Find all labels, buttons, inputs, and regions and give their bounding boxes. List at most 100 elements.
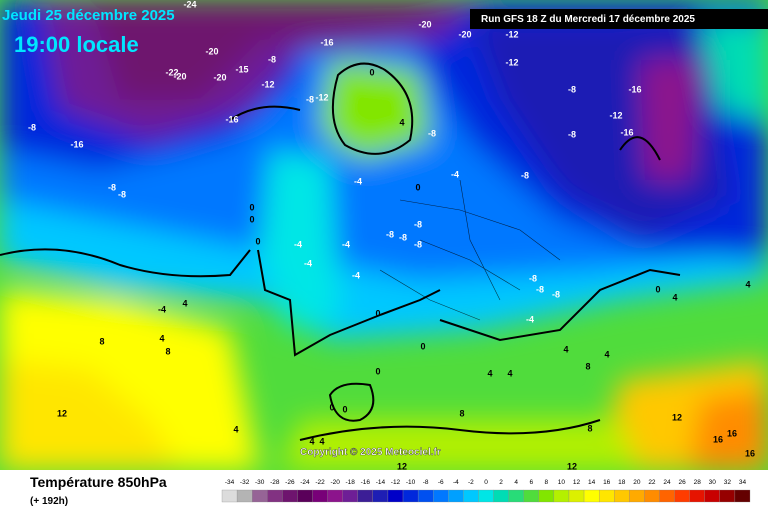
forecast-date: Jeudi 25 décembre 2025 bbox=[2, 7, 175, 24]
color-legend: -34 -32 -30 -28 -26 -24 -22 -20 -18 -16 -14 -12 -10-… bbox=[221, 479, 751, 503]
contour-label: 4 bbox=[487, 368, 492, 378]
legend-swatch bbox=[523, 489, 539, 503]
contour-label: 0 bbox=[342, 404, 347, 414]
contour-label: -20 bbox=[213, 72, 226, 82]
legend-swatch bbox=[463, 489, 479, 503]
contour-label: 8 bbox=[99, 336, 104, 346]
legend-swatch bbox=[221, 489, 238, 503]
contour-label: -8 bbox=[552, 289, 560, 299]
contour-label: -20 bbox=[205, 46, 218, 56]
contour-label: -12 bbox=[315, 92, 328, 102]
legend-swatch bbox=[342, 489, 358, 503]
contour-label: 0 bbox=[255, 236, 260, 246]
contour-label: 4 bbox=[507, 368, 512, 378]
contour-label: 4 bbox=[182, 298, 187, 308]
legend-swatch bbox=[598, 489, 615, 503]
legend-swatch bbox=[478, 489, 494, 503]
contour-label: -4 bbox=[294, 239, 302, 249]
contour-label: -4 bbox=[354, 176, 362, 186]
legend-label: -18 bbox=[346, 479, 356, 486]
contour-label: -8 bbox=[521, 170, 529, 180]
legend-swatch bbox=[236, 489, 253, 503]
legend-swatch bbox=[327, 489, 343, 503]
contour-label: -12 bbox=[261, 79, 274, 89]
legend-label: 30 bbox=[709, 479, 717, 486]
contour-label: 12 bbox=[672, 412, 682, 422]
contour-label: -12 bbox=[505, 57, 518, 67]
legend-label: 4 bbox=[514, 479, 518, 486]
contour-label: 4 bbox=[399, 117, 404, 127]
contour-label: -16 bbox=[620, 127, 633, 137]
contour-label: 0 bbox=[415, 182, 420, 192]
legend-label: 16 bbox=[603, 479, 611, 486]
copyright: Copyright © 2025 Meteociel.fr bbox=[300, 447, 441, 458]
contour-label: -4 bbox=[158, 304, 166, 314]
contour-label: 4 bbox=[672, 292, 677, 302]
contour-label: -22 bbox=[165, 67, 178, 77]
legend-label: -22 bbox=[315, 479, 325, 486]
legend-label: -30 bbox=[255, 479, 265, 486]
contour-label: -8 bbox=[386, 229, 394, 239]
legend-label: -8 bbox=[423, 479, 429, 486]
legend-swatch bbox=[267, 489, 283, 503]
run-info: Run GFS 18 Z du Mercredi 17 décembre 202… bbox=[481, 14, 695, 25]
legend-swatch bbox=[252, 489, 268, 503]
legend-swatch bbox=[629, 489, 645, 503]
contour-label: 12 bbox=[57, 408, 67, 418]
legend-swatch bbox=[644, 489, 660, 503]
legend-swatch bbox=[719, 489, 736, 503]
lead-time: (+ 192h) bbox=[30, 496, 68, 507]
contour-label: 12 bbox=[397, 461, 407, 471]
legend-swatch bbox=[312, 489, 328, 503]
legend-label: 34 bbox=[739, 479, 747, 486]
contour-label: 4 bbox=[745, 279, 750, 289]
contour-label: 0 bbox=[249, 202, 254, 212]
contour-label: -8 bbox=[529, 273, 537, 283]
legend-swatch bbox=[282, 489, 298, 503]
run-banner bbox=[470, 9, 768, 29]
legend-swatch bbox=[357, 489, 374, 503]
contour-label: -20 bbox=[458, 29, 471, 39]
legend-label: -34 bbox=[225, 479, 235, 486]
legend-label: -20 bbox=[330, 479, 340, 486]
legend-label: 24 bbox=[663, 479, 671, 486]
legend-swatch bbox=[583, 489, 600, 503]
legend-label: -12 bbox=[391, 479, 401, 486]
legend-swatch bbox=[297, 489, 313, 503]
field-title: Température 850hPa bbox=[30, 474, 167, 490]
legend-label: -28 bbox=[270, 479, 280, 486]
contour-label: 4 bbox=[563, 344, 568, 354]
contour-label: -4 bbox=[451, 169, 459, 179]
legend-label: 12 bbox=[573, 479, 581, 486]
legend-swatch bbox=[493, 489, 509, 503]
contour-label: -8 bbox=[118, 189, 126, 199]
legend-swatch bbox=[417, 489, 434, 503]
legend-label: -10 bbox=[406, 479, 416, 486]
legend-label: 6 bbox=[529, 479, 533, 486]
legend-swatch bbox=[433, 489, 449, 503]
contour-label: -8 bbox=[568, 84, 576, 94]
contour-label: 4 bbox=[604, 349, 609, 359]
contour-label: -8 bbox=[28, 122, 36, 132]
legend-label: 28 bbox=[694, 479, 702, 486]
contour-label: -8 bbox=[414, 239, 422, 249]
contour-label: 4 bbox=[319, 436, 324, 446]
legend-swatch bbox=[689, 489, 705, 503]
legend-label: 2 bbox=[499, 479, 503, 486]
legend-swatch bbox=[614, 489, 630, 503]
contour-label: 0 bbox=[369, 67, 374, 77]
contour-label: -16 bbox=[225, 114, 238, 124]
legend-label: -32 bbox=[240, 479, 250, 486]
temperature-field: -24-20-20 -12-16-20-8-15-20-22-20-120-8 -1… bbox=[0, 0, 768, 471]
contour-label: -4 bbox=[342, 239, 350, 249]
contour-label: -4 bbox=[526, 314, 534, 324]
legend-swatch bbox=[674, 489, 690, 503]
contour-label: -8 bbox=[108, 182, 116, 192]
contour-label: 4 bbox=[159, 333, 164, 343]
contour-label: 16 bbox=[745, 448, 755, 458]
contour-label: -8 bbox=[536, 284, 544, 294]
contour-label: -16 bbox=[628, 84, 641, 94]
legend-label: 10 bbox=[558, 479, 566, 486]
legend-label: 14 bbox=[588, 479, 596, 486]
